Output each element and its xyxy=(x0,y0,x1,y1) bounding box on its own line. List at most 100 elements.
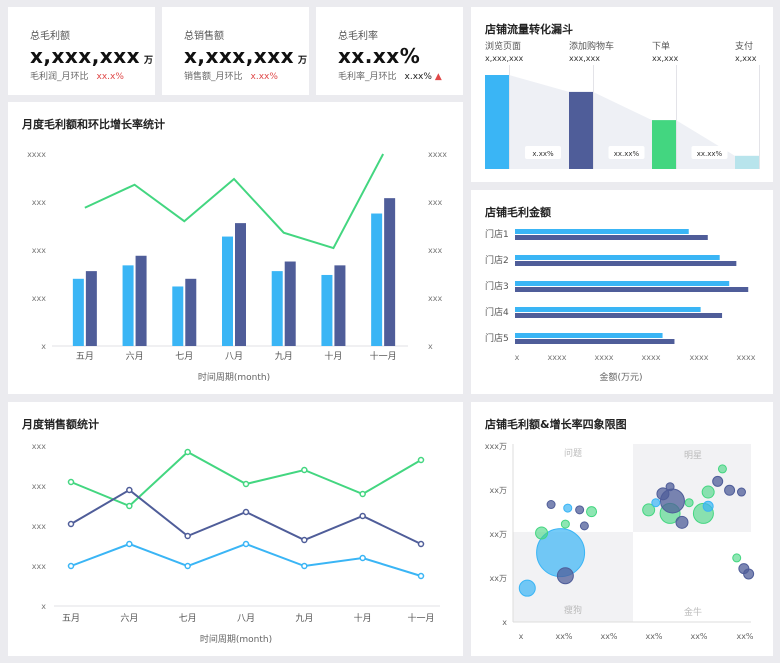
y-tick-label: xxxx xyxy=(27,150,46,159)
bubble xyxy=(556,567,574,585)
quadrant-label: 明星 xyxy=(684,450,702,461)
x-tick-label: xxxx xyxy=(595,353,614,362)
data-point xyxy=(184,532,191,540)
bubble xyxy=(684,498,694,508)
bar xyxy=(135,255,147,346)
x-tick-label: xx% xyxy=(600,632,617,641)
y-tick-label: 门店2 xyxy=(485,254,509,266)
funnel-value-label: x,xxx xyxy=(735,54,757,63)
card-title: 店铺毛利金额 xyxy=(485,206,551,219)
x-tick-label: xxxx xyxy=(548,353,567,362)
funnel-stage-label: 下单 xyxy=(652,40,670,52)
data-point xyxy=(301,562,308,570)
y-tick-label: xxx xyxy=(32,522,46,531)
bar xyxy=(284,261,296,346)
x-tick-label: 七月 xyxy=(179,613,197,624)
card-title: 店铺毛利额&增长率四象限图 xyxy=(485,418,627,431)
x-axis-label: 金额(万元) xyxy=(599,371,642,383)
kpi-card-margin: 总毛利率 xx.xx% 毛利率_月环比 x.xx% ▲ xyxy=(316,7,463,95)
data-point xyxy=(301,536,308,544)
bubble xyxy=(712,475,724,487)
bubble xyxy=(743,568,755,580)
bubble xyxy=(732,553,742,563)
quadrant-label: 金牛 xyxy=(684,606,702,618)
kpi-card-profit: 总毛利额 x,xxx,xxx 万 毛利润_月环比 xx.x% xyxy=(8,7,155,95)
x-tick-label: xx% xyxy=(645,632,662,641)
bar xyxy=(321,274,333,346)
monthly-profit-card: 月度毛利额和环比增长率统计 x xxx xxx xxx xxxx x xxx xxx xxx xx… xyxy=(8,102,463,394)
data-point xyxy=(67,478,75,486)
x-tick-label: 十一月 xyxy=(407,612,434,624)
quadrant-label: 问题 xyxy=(564,447,582,459)
data-point xyxy=(359,554,366,562)
kpi-label: 总销售额 xyxy=(184,31,224,42)
quadrant-label: 瘦狗 xyxy=(564,604,582,616)
bar xyxy=(122,265,134,346)
x-tick-label: 八月 xyxy=(225,351,243,362)
funnel-rate-label: xx.xx% xyxy=(614,150,640,158)
kpi-value: xx.xx% xyxy=(338,44,421,68)
y2-tick-label: xxxx xyxy=(428,150,447,159)
funnel-rate-box xyxy=(608,146,645,159)
y-tick-label: 门店5 xyxy=(485,332,509,344)
y2-tick-label: xxx xyxy=(428,294,442,303)
bar xyxy=(515,307,701,312)
y-tick-label: xxx万 xyxy=(485,442,507,451)
x-tick-label: 六月 xyxy=(120,612,138,624)
funnel-chart: 浏览页面 x,xxx,xxx 添加购物车 xxx,xxx 下单 xx,xxx 支付 x,xxx… xyxy=(485,40,760,169)
funnel-bar xyxy=(485,75,509,169)
funnel-value-label: x,xxx,xxx xyxy=(485,54,523,63)
kpi-sub: 毛利率_月环比 x.xx% ▲ xyxy=(338,72,442,82)
y-tick-label: xxx xyxy=(32,442,46,451)
x-tick-label: 九月 xyxy=(295,613,313,624)
x-tick-label: 五月 xyxy=(76,351,94,362)
kpi-sub: 毛利润_月环比 xx.x% xyxy=(30,72,124,82)
funnel-value-label: xx,xxx xyxy=(652,54,678,63)
bubble xyxy=(675,515,689,529)
bubble xyxy=(724,484,736,496)
x-tick-label: xx% xyxy=(690,632,707,641)
y-tick-label: 门店3 xyxy=(485,280,509,292)
bar xyxy=(515,287,749,292)
bar xyxy=(384,198,396,346)
bar xyxy=(371,213,383,346)
bubble xyxy=(535,526,549,540)
quadrant-card: 店铺毛利额&增长率四象限图 问题 明星 瘦狗 金牛 x xx万 xx万 xx万 xxx万 x xx%… xyxy=(471,402,773,656)
bubble xyxy=(702,500,714,512)
y-tick-label: xx万 xyxy=(490,574,507,583)
bar xyxy=(515,235,708,240)
x-tick-label: 五月 xyxy=(62,613,80,624)
y-tick-label: x xyxy=(41,342,46,351)
bar xyxy=(515,255,720,260)
bubble xyxy=(518,579,536,597)
funnel-stage-label: 添加购物车 xyxy=(569,40,614,52)
bubble xyxy=(717,464,727,474)
x-tick-label: 十一月 xyxy=(370,350,397,362)
y-tick-label: xx万 xyxy=(490,530,507,539)
store-profit-card: 店铺毛利金额 门店1 门店2 门店3 门店4 门店5 x xxxx xxxx xxxx xxxx x… xyxy=(471,190,773,394)
bubble xyxy=(642,503,656,517)
x-tick-label: 十月 xyxy=(354,612,372,624)
monthly-sales-card: 月度销售额统计 x xxx xxx xxx xxx 五月 六月 七月 八月 九月 十月 十一月 时间周期… xyxy=(8,402,463,656)
funnel-rate-box xyxy=(691,146,728,159)
bar xyxy=(172,286,184,346)
y-tick-label: xxx xyxy=(32,562,46,571)
data-point xyxy=(184,448,191,456)
sales-line xyxy=(70,488,422,545)
x-tick-label: 七月 xyxy=(175,351,193,362)
y-tick-label: 门店4 xyxy=(485,306,509,318)
bar xyxy=(515,261,737,266)
kpi-sub: 销售额_月环比 x.xx% xyxy=(184,72,278,82)
bubble xyxy=(563,503,573,513)
data-point xyxy=(417,456,425,464)
data-point xyxy=(67,520,75,528)
x-tick-label: x xyxy=(515,353,520,362)
data-point xyxy=(417,572,425,580)
bar xyxy=(515,281,730,286)
data-point xyxy=(417,540,425,548)
funnel-rate-box xyxy=(525,146,561,159)
bar xyxy=(85,271,97,346)
funnel-card: 店铺流量转化漏斗 浏览页面 x,xxx,xxx 添加购物车 xxx,xxx 下单 xx,x… xyxy=(471,7,773,182)
